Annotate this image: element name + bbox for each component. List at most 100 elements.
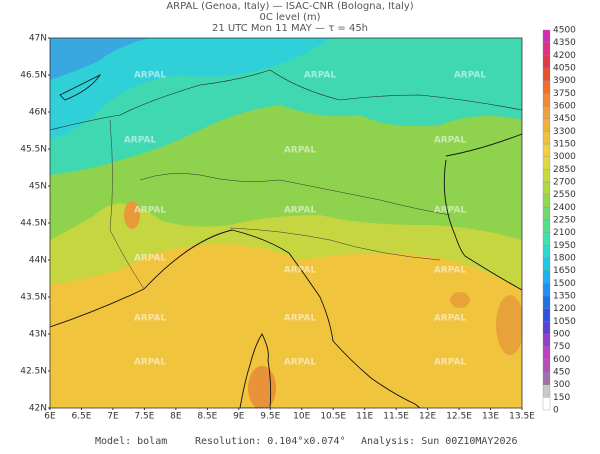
lon-label: 12.5E bbox=[446, 412, 472, 422]
lon-label: 6.5E bbox=[71, 412, 91, 422]
colorbar-swatch bbox=[542, 93, 551, 107]
colorbar-swatch bbox=[542, 42, 551, 56]
title-line: 0C level (m) bbox=[259, 12, 320, 23]
colorbar-swatch bbox=[542, 384, 551, 398]
colorbar-label: 3600 bbox=[553, 102, 576, 112]
colorbar-label: 750 bbox=[553, 342, 570, 352]
lon-label: 13.5E bbox=[509, 412, 535, 422]
colorbar-label: 2550 bbox=[553, 190, 576, 200]
colorbar-swatch bbox=[542, 169, 551, 183]
colorbar-label: 900 bbox=[553, 330, 570, 340]
colorbar-label: 0 bbox=[553, 406, 559, 416]
lat-label: 47N bbox=[29, 34, 47, 44]
colorbar-swatch bbox=[542, 308, 551, 322]
colorbar-label: 3000 bbox=[553, 152, 576, 162]
lon-label: 7E bbox=[107, 412, 119, 422]
lon-label: 9E bbox=[233, 412, 245, 422]
colorbar-swatch bbox=[542, 194, 551, 208]
colorbar-swatch bbox=[542, 245, 551, 259]
map-field bbox=[50, 38, 522, 408]
colorbar-label: 1200 bbox=[553, 304, 576, 314]
watermark: ARPAL bbox=[134, 314, 167, 324]
colorbar-swatch bbox=[542, 283, 551, 297]
colorbar-swatch bbox=[542, 118, 551, 132]
title-line: 21 UTC Mon 11 MAY — τ = 45h bbox=[212, 23, 368, 34]
colorbar-swatch bbox=[542, 232, 551, 246]
watermark: ARPAL bbox=[134, 71, 167, 81]
watermark: ARPAL bbox=[434, 266, 467, 276]
lon-label: 6E bbox=[44, 412, 56, 422]
lat-label: 46.5N bbox=[20, 71, 47, 81]
watermark: ARPAL bbox=[434, 136, 467, 146]
colorbar-swatch bbox=[542, 333, 551, 347]
colorbar-swatch bbox=[542, 181, 551, 195]
title-line: ARPAL (Genoa, Italy) — ISAC-CNR (Bologna… bbox=[166, 1, 413, 12]
colorbar-swatch bbox=[542, 105, 551, 119]
colorbar-label: 450 bbox=[553, 368, 570, 378]
watermark: ARPAL bbox=[284, 206, 317, 216]
lon-label: 7.5E bbox=[134, 412, 154, 422]
colorbar-label: 2400 bbox=[553, 203, 576, 213]
colorbar-swatch bbox=[542, 270, 551, 284]
colorbar-swatch bbox=[542, 346, 551, 360]
lon-label: 11E bbox=[356, 412, 373, 422]
colorbar-label: 150 bbox=[553, 393, 570, 403]
watermark: ARPAL bbox=[134, 206, 167, 216]
lat-label: 44.5N bbox=[20, 219, 47, 229]
lat-label: 43N bbox=[29, 330, 47, 340]
colorbar-swatch bbox=[542, 80, 551, 94]
watermark: ARPAL bbox=[134, 254, 167, 264]
watermark: ARPAL bbox=[284, 314, 317, 324]
colorbar-label: 3450 bbox=[553, 114, 576, 124]
colorbar-swatch bbox=[542, 295, 551, 309]
colorbar-swatch bbox=[542, 219, 551, 233]
colorbar-swatch bbox=[542, 156, 551, 170]
lon-label: 8E bbox=[170, 412, 182, 422]
watermark: ARPAL bbox=[284, 358, 317, 368]
watermark: ARPAL bbox=[124, 136, 157, 146]
watermark: ARPAL bbox=[454, 71, 487, 81]
colorbar-swatch bbox=[542, 131, 551, 145]
watermark: ARPAL bbox=[434, 206, 467, 216]
watermark: ARPAL bbox=[284, 146, 317, 156]
colorbar-swatch bbox=[542, 397, 551, 411]
colorbar-label: 4200 bbox=[553, 51, 576, 61]
colorbar-label: 3750 bbox=[553, 89, 576, 99]
colorbar-label: 1650 bbox=[553, 266, 576, 276]
colorbar-label: 4500 bbox=[553, 26, 576, 36]
lon-label: 8.5E bbox=[197, 412, 217, 422]
lat-label: 44N bbox=[29, 256, 47, 266]
footer-analysis: Analysis: Sun 00Z10MAY2026 bbox=[361, 436, 518, 447]
watermark: ARPAL bbox=[284, 266, 317, 276]
colorbar-swatch bbox=[542, 371, 551, 385]
colorbar-label: 4050 bbox=[553, 64, 576, 74]
colorbar-label: 1500 bbox=[553, 279, 576, 289]
colorbar-label: 1950 bbox=[553, 241, 576, 251]
colorbar-swatch bbox=[542, 29, 551, 43]
watermark: ARPAL bbox=[434, 314, 467, 324]
colorbar-label: 2850 bbox=[553, 165, 576, 175]
lon-label: 10.5E bbox=[320, 412, 346, 422]
footer-resolution: Resolution: 0.104°x0.074° bbox=[195, 436, 346, 447]
lat-label: 45N bbox=[29, 182, 47, 192]
colorbar-label: 4350 bbox=[553, 38, 576, 48]
watermark: ARPAL bbox=[304, 71, 337, 81]
colorbar-label: 1350 bbox=[553, 292, 576, 302]
watermark: ARPAL bbox=[134, 358, 167, 368]
lon-label: 12E bbox=[419, 412, 436, 422]
lat-label: 46N bbox=[29, 108, 47, 118]
colorbar-label: 1050 bbox=[553, 317, 576, 327]
footer-model: Model: bolam bbox=[95, 436, 167, 447]
colorbar-label: 3150 bbox=[553, 140, 576, 150]
colorbar-swatch bbox=[542, 359, 551, 373]
lon-label: 9.5E bbox=[260, 412, 280, 422]
lat-label: 42.5N bbox=[20, 367, 47, 377]
colorbar-swatch bbox=[542, 143, 551, 157]
colorbar-label: 600 bbox=[553, 355, 570, 365]
lat-label: 42N bbox=[29, 404, 47, 414]
colorbar-label: 300 bbox=[553, 380, 570, 390]
lon-label: 11.5E bbox=[383, 412, 409, 422]
colorbar-label: 2100 bbox=[553, 228, 576, 238]
colorbar-swatch bbox=[542, 55, 551, 69]
